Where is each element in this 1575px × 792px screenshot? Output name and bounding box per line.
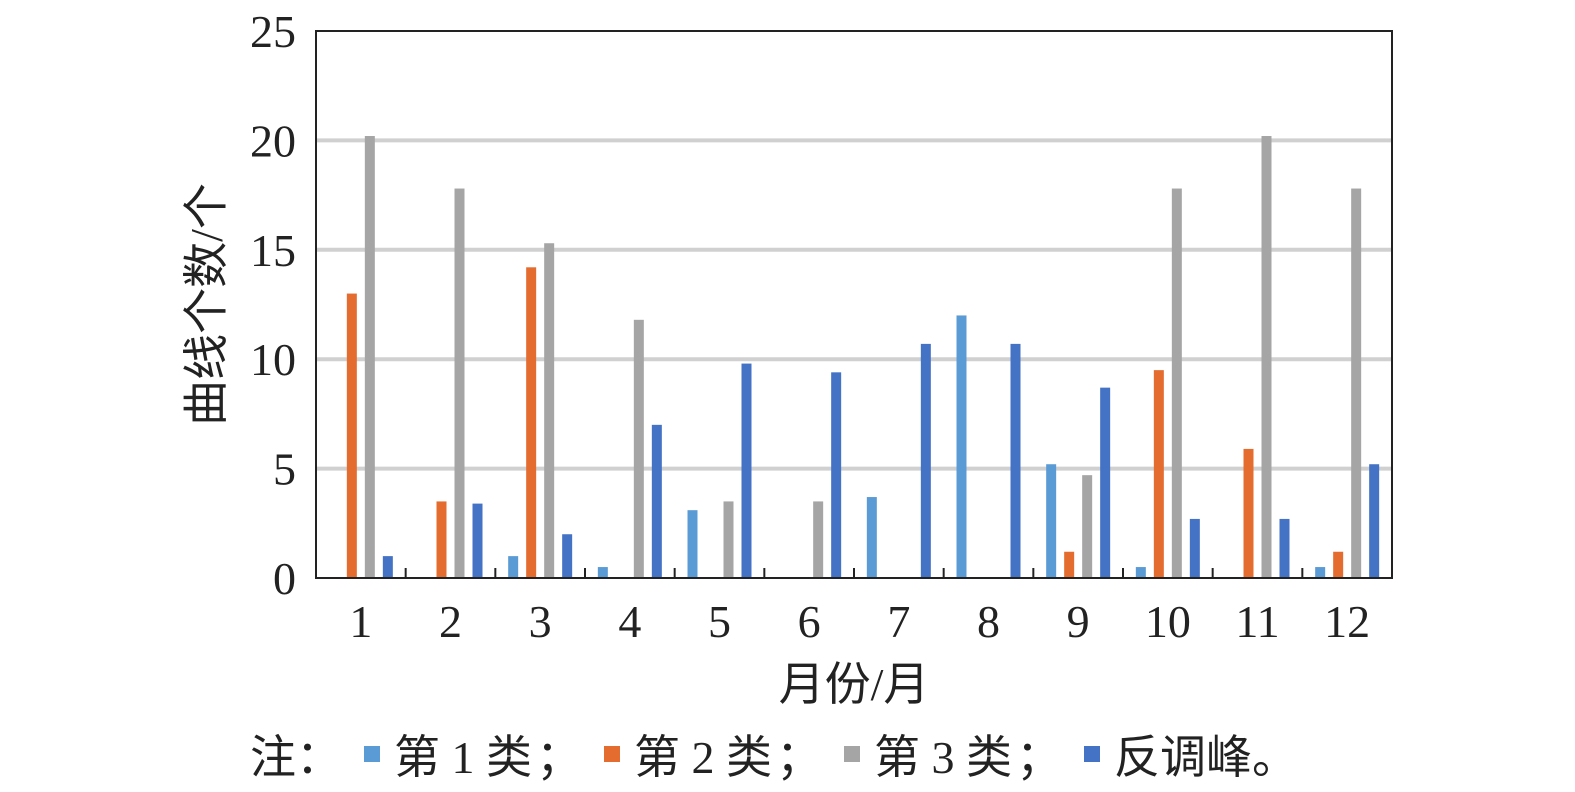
bar-series-4-month-12 bbox=[1369, 464, 1380, 578]
x-tick-label: 12 bbox=[1324, 596, 1370, 647]
bar-series-4-month-10 bbox=[1189, 518, 1200, 578]
x-tick-label: 5 bbox=[708, 596, 731, 647]
bar-series-3-month-11 bbox=[1261, 136, 1272, 579]
gridlines bbox=[316, 138, 1392, 471]
bar-series-4-month-9 bbox=[1100, 387, 1111, 578]
x-tick-label: 9 bbox=[1067, 596, 1090, 647]
bar-series-3-month-4 bbox=[633, 319, 644, 578]
bar-series-4-month-4 bbox=[651, 424, 662, 578]
x-tick-label: 1 bbox=[349, 596, 372, 647]
bar-series-2-month-11 bbox=[1243, 448, 1254, 578]
x-tick-label: 3 bbox=[529, 596, 552, 647]
bar-series-4-month-11 bbox=[1279, 518, 1290, 578]
x-tick-label: 10 bbox=[1145, 596, 1191, 647]
bar-series-4-month-5 bbox=[741, 363, 752, 578]
legend-swatch-series-1 bbox=[364, 746, 380, 762]
bar-series-4-month-8 bbox=[1010, 343, 1021, 578]
x-tick-label: 8 bbox=[977, 596, 1000, 647]
legend-label-series-3: 第 3 类 bbox=[874, 732, 1012, 783]
bar-series-3-month-1 bbox=[364, 136, 375, 579]
bar-series-3-month-3 bbox=[544, 243, 555, 578]
x-tick-labels: 1 2 3 4 5 6 7 8 9 10 11 12 bbox=[349, 596, 1370, 647]
legend: 注： 第 1 类 ； 第 2 类 ； 第 3 类 ； 反调峰 。 bbox=[250, 724, 1298, 784]
y-tick-labels: 0 5 10 15 20 25 bbox=[250, 6, 296, 604]
plot-frame bbox=[315, 30, 1393, 579]
bar-series-3-month-6 bbox=[813, 501, 824, 578]
bars bbox=[346, 136, 1380, 579]
bar-series-4-month-1 bbox=[382, 556, 393, 578]
bar-series-4-month-3 bbox=[562, 534, 573, 578]
bar-series-3-month-10 bbox=[1171, 188, 1182, 578]
bar-series-3-month-5 bbox=[723, 501, 734, 578]
y-tick-label: 20 bbox=[250, 115, 296, 166]
y-tick-label: 0 bbox=[273, 553, 296, 604]
legend-separator: ； bbox=[536, 732, 582, 783]
x-tick-label: 2 bbox=[439, 596, 462, 647]
bar-series-4-month-7 bbox=[920, 343, 931, 578]
bar-series-3-month-2 bbox=[454, 188, 465, 578]
bar-series-1-month-3 bbox=[508, 556, 519, 578]
bar-series-3-month-12 bbox=[1351, 188, 1362, 578]
legend-label-series-2: 第 2 类 bbox=[634, 732, 772, 783]
bar-series-2-month-2 bbox=[436, 501, 447, 578]
legend-swatch-series-3 bbox=[844, 746, 860, 762]
y-axis-title: 曲线个数/个 bbox=[181, 183, 232, 426]
legend-separator: ； bbox=[1016, 732, 1062, 783]
bar-series-2-month-3 bbox=[526, 267, 537, 578]
bar-series-4-month-6 bbox=[831, 372, 842, 578]
x-tick-label: 4 bbox=[618, 596, 641, 647]
bar-series-2-month-1 bbox=[346, 293, 357, 578]
y-tick-label: 10 bbox=[250, 334, 296, 385]
bar-series-4-month-2 bbox=[472, 503, 483, 578]
bar-series-1-month-12 bbox=[1315, 567, 1326, 578]
y-tick-label: 15 bbox=[250, 225, 296, 276]
legend-swatch-series-2 bbox=[604, 746, 620, 762]
legend-prefix: 注： bbox=[250, 732, 342, 783]
bar-series-2-month-9 bbox=[1064, 551, 1075, 578]
bar-series-2-month-12 bbox=[1333, 551, 1344, 578]
bar-series-1-month-8 bbox=[956, 315, 967, 578]
bar-series-1-month-4 bbox=[597, 567, 608, 578]
x-tick-label: 6 bbox=[798, 596, 821, 647]
bar-series-2-month-10 bbox=[1153, 370, 1164, 578]
bar-series-1-month-5 bbox=[687, 510, 698, 578]
bar-series-3-month-9 bbox=[1082, 475, 1093, 578]
y-tick-label: 25 bbox=[250, 6, 296, 57]
x-tick-label: 11 bbox=[1235, 596, 1279, 647]
x-axis-title: 月份/月 bbox=[779, 659, 930, 710]
legend-swatch-series-4 bbox=[1084, 746, 1100, 762]
bar-series-1-month-7 bbox=[866, 497, 877, 578]
y-tick-label: 5 bbox=[273, 444, 296, 495]
x-tick-marks bbox=[404, 568, 1304, 578]
legend-label-series-4: 反调峰 bbox=[1114, 732, 1252, 783]
legend-separator: ； bbox=[776, 732, 822, 783]
bar-series-1-month-9 bbox=[1046, 464, 1057, 578]
x-tick-label: 7 bbox=[887, 596, 910, 647]
bar-series-1-month-10 bbox=[1135, 567, 1146, 578]
legend-label-series-1: 第 1 类 bbox=[394, 732, 532, 783]
legend-end: 。 bbox=[1252, 732, 1298, 783]
